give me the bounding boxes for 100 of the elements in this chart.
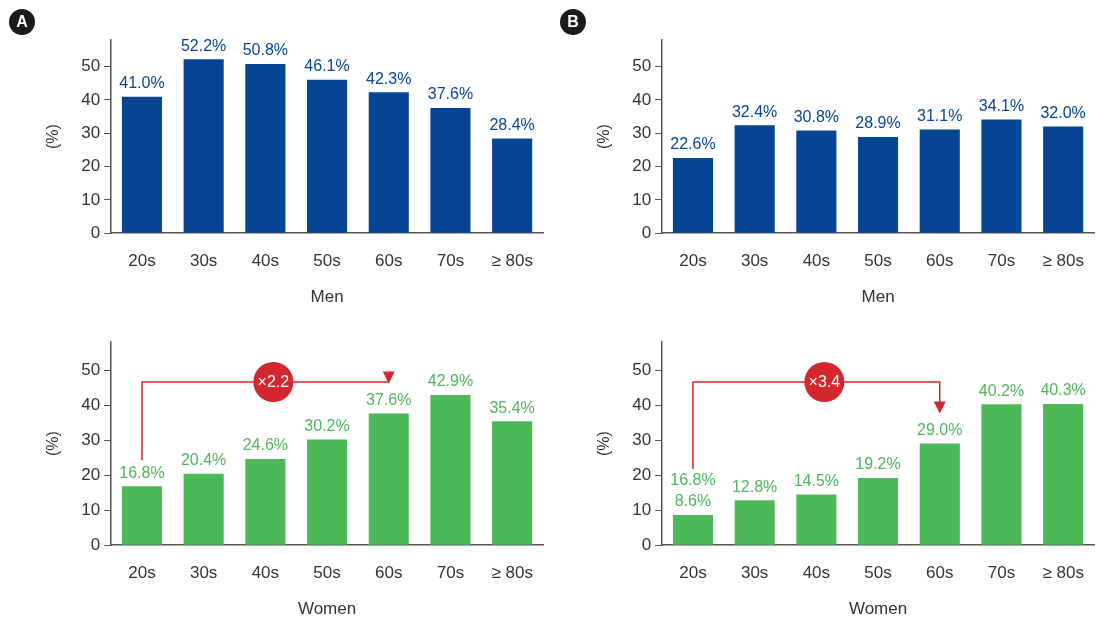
- bar: [1043, 404, 1084, 545]
- data-label: 40.3%: [1040, 381, 1086, 399]
- bar: [121, 96, 163, 233]
- data-label: 30.2%: [304, 416, 350, 434]
- chart-title: A: [16, 13, 29, 31]
- bar: [734, 500, 775, 545]
- bar: [796, 494, 837, 545]
- data-label: 42.3%: [366, 69, 412, 87]
- data-label: 37.6%: [366, 390, 412, 408]
- data-label: 8.6%: [674, 492, 712, 510]
- data-label: 37.6%: [427, 85, 474, 103]
- data-label: 29.0%: [917, 421, 963, 439]
- bar: [368, 92, 409, 233]
- data-label: 14.5%: [793, 471, 840, 489]
- bar: [672, 157, 714, 233]
- x-tick-label: 40s: [802, 251, 831, 271]
- y-tick-label: 50: [81, 359, 101, 379]
- x-tick-label: 70s: [987, 251, 1016, 271]
- data-label: 12.8%: [731, 477, 778, 495]
- x-tick-label: 50s: [864, 251, 892, 271]
- data-label: 31.1%: [917, 107, 963, 125]
- y-axis-title: (%): [44, 124, 62, 150]
- data-label: 28.9%: [855, 114, 901, 132]
- bar: [492, 421, 533, 545]
- y-tick-label: 30: [81, 429, 101, 449]
- bar: [430, 394, 471, 545]
- bar: [307, 439, 348, 545]
- bar: [1043, 126, 1084, 233]
- x-tick-label: 20s: [679, 251, 707, 271]
- y-tick-label: 20: [81, 156, 101, 176]
- x-tick-label: 60s: [926, 251, 954, 271]
- x-tick-label: 20s: [679, 563, 707, 583]
- y-tick-label: 0: [90, 222, 101, 242]
- data-label: 30.8%: [793, 108, 840, 126]
- data-label: 32.4%: [731, 102, 778, 120]
- bar: [919, 129, 960, 233]
- y-tick-label: 10: [632, 499, 652, 519]
- bar: [672, 515, 714, 545]
- data-label: 22.6%: [670, 135, 716, 153]
- y-tick-label: 30: [632, 429, 652, 449]
- y-tick-label: 0: [641, 222, 652, 242]
- y-tick-label: 50: [632, 56, 652, 76]
- data-label: 35.4%: [489, 398, 535, 416]
- y-tick-label: 50: [632, 359, 652, 379]
- data-label: 52.2%: [180, 36, 227, 54]
- data-label: 19.2%: [855, 455, 901, 473]
- x-tick-label: 30s: [740, 563, 769, 583]
- data-label: 41.0%: [119, 74, 165, 92]
- data-label: 42.9%: [427, 372, 474, 390]
- x-axis-title: Women: [848, 599, 908, 619]
- y-tick-label: 10: [81, 499, 101, 519]
- bar: [183, 473, 224, 545]
- y-tick-label: 0: [90, 534, 101, 554]
- bar: [919, 443, 960, 545]
- x-tick-label: 60s: [375, 563, 403, 583]
- x-tick-label: 60s: [375, 251, 403, 271]
- annotation: 16.8%: [670, 471, 716, 489]
- x-tick-label: 70s: [987, 563, 1016, 583]
- y-axis-title: (%): [595, 124, 613, 150]
- data-label: 24.6%: [242, 436, 289, 454]
- y-axis-title: (%): [595, 431, 613, 457]
- data-label: 28.4%: [489, 116, 535, 133]
- x-tick-label: ≥ 80s: [1042, 251, 1084, 271]
- y-tick-label: 50: [81, 56, 101, 76]
- chart-title: B: [567, 13, 579, 31]
- data-label: 50.8%: [242, 41, 289, 59]
- x-tick-label: 40s: [251, 563, 280, 583]
- annotation: ×3.4: [808, 373, 841, 391]
- bar: [981, 119, 1022, 233]
- bar: [307, 79, 348, 233]
- x-tick-label: 40s: [251, 251, 280, 271]
- y-tick-label: 30: [81, 122, 101, 142]
- x-tick-label: 30s: [189, 563, 218, 583]
- y-axis-title: (%): [44, 431, 62, 457]
- x-tick-label: 20s: [128, 563, 156, 583]
- y-tick-label: 20: [632, 156, 652, 176]
- y-tick-label: 40: [81, 394, 101, 414]
- data-label: 40.2%: [978, 381, 1025, 399]
- x-axis-title: Men: [310, 287, 344, 307]
- y-tick-label: 20: [632, 464, 652, 484]
- data-label: 34.1%: [978, 97, 1025, 115]
- x-axis-title: Women: [297, 599, 357, 619]
- x-axis-title: Men: [861, 287, 895, 307]
- x-tick-label: ≥ 80s: [491, 251, 533, 271]
- y-tick-label: 10: [81, 189, 101, 209]
- bar: [245, 459, 286, 545]
- x-tick-label: 30s: [740, 251, 769, 271]
- x-tick-label: 70s: [436, 251, 465, 271]
- bar: [430, 107, 471, 233]
- data-label: 32.0%: [1040, 104, 1086, 122]
- y-tick-label: 10: [632, 189, 652, 209]
- bar: [981, 404, 1022, 545]
- x-tick-label: ≥ 80s: [491, 563, 533, 583]
- bar: [858, 477, 899, 545]
- y-tick-label: 40: [81, 89, 101, 109]
- x-tick-label: 50s: [313, 563, 341, 583]
- bar: [492, 138, 533, 233]
- x-tick-label: 50s: [864, 563, 892, 583]
- x-tick-label: 50s: [313, 251, 341, 271]
- y-tick-label: 0: [641, 534, 652, 554]
